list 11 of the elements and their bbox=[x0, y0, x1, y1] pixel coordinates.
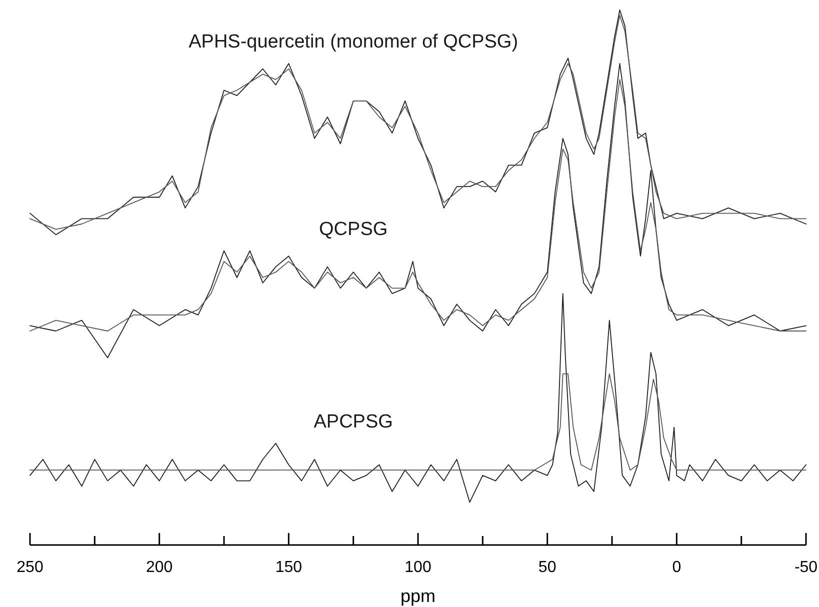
x-tick-label: 200 bbox=[146, 559, 173, 576]
series-label: QCPSG bbox=[319, 218, 388, 240]
x-tick-label: 150 bbox=[275, 559, 302, 576]
x-tick-label: 50 bbox=[538, 559, 556, 576]
text: APHS-quercetin (monomer of QCPSG) bbox=[188, 32, 518, 52]
x-axis-title: ppm bbox=[400, 586, 436, 606]
x-tick-label: 100 bbox=[404, 559, 432, 576]
series-label: APCPSG bbox=[314, 411, 393, 432]
x-tick-label: 0 bbox=[672, 559, 682, 576]
x-tick-label: -50 bbox=[794, 559, 818, 576]
x-tick-label: 250 bbox=[16, 559, 44, 576]
